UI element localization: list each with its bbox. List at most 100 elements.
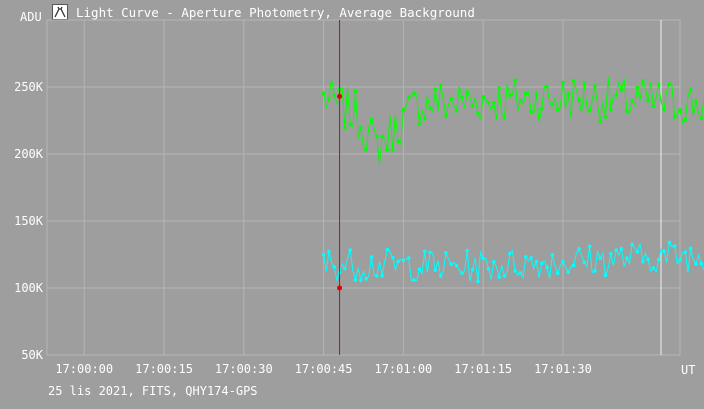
data-point xyxy=(470,104,475,108)
data-point xyxy=(534,259,539,264)
data-point xyxy=(369,255,374,259)
x-tick-label: 17:01:00 xyxy=(374,362,432,376)
data-point xyxy=(678,108,682,112)
data-point xyxy=(327,96,331,101)
data-point xyxy=(646,99,650,103)
data-point xyxy=(523,91,528,96)
data-point xyxy=(609,251,613,256)
data-point xyxy=(614,93,618,98)
data-point xyxy=(428,250,432,255)
data-point xyxy=(481,256,486,261)
footer-info: 25 lis 2021, FITS, QHY174-GPS xyxy=(48,384,258,398)
data-point xyxy=(577,98,581,102)
y-tick-label: 150K xyxy=(14,214,44,228)
data-point xyxy=(630,242,634,247)
series-cyan xyxy=(321,240,704,284)
data-point xyxy=(539,107,544,111)
data-point xyxy=(406,256,411,260)
y-axis-unit: ADU xyxy=(20,10,42,24)
x-axis-ticks: 17:00:00 17:00:15 17:00:30 17:00:45 17:01:00… xyxy=(55,362,592,376)
data-point xyxy=(593,269,597,273)
data-point xyxy=(502,274,507,278)
data-point xyxy=(545,84,549,89)
x-tick-label: 17:00:45 xyxy=(295,362,353,376)
data-point xyxy=(406,95,411,100)
y-tick-label: 250K xyxy=(14,80,44,94)
data-point xyxy=(481,95,486,99)
data-point xyxy=(529,256,533,260)
data-point xyxy=(694,99,698,103)
data-point xyxy=(635,250,640,254)
data-point xyxy=(502,115,507,120)
data-point xyxy=(656,257,661,262)
data-point xyxy=(566,92,571,96)
data-point xyxy=(662,107,666,112)
data-point xyxy=(465,248,470,253)
data-point xyxy=(492,260,496,264)
y-tick-label: 100K xyxy=(14,281,44,295)
data-point xyxy=(625,256,629,260)
data-point xyxy=(401,258,406,263)
data-point xyxy=(417,267,422,272)
data-point xyxy=(609,107,613,112)
data-point xyxy=(486,267,491,271)
data-point xyxy=(359,125,363,130)
data-point xyxy=(593,84,597,88)
data-point xyxy=(555,271,560,276)
cursor-marker xyxy=(337,93,343,99)
data-point xyxy=(523,255,528,259)
data-point xyxy=(449,262,454,267)
data-point xyxy=(348,122,353,127)
data-point xyxy=(688,246,693,251)
data-point xyxy=(587,109,592,113)
data-point xyxy=(513,269,517,273)
data-point xyxy=(454,109,459,113)
data-point xyxy=(332,93,337,97)
data-point xyxy=(672,115,677,119)
data-point xyxy=(561,260,565,264)
series-line xyxy=(323,76,704,165)
data-point xyxy=(343,266,347,271)
window-title-bar: Light Curve - Aperture Photometry, Avera… xyxy=(52,3,475,21)
data-point xyxy=(369,117,374,122)
data-point xyxy=(518,271,523,275)
data-point xyxy=(428,106,432,110)
data-point xyxy=(603,115,608,119)
data-point xyxy=(438,274,443,278)
data-point xyxy=(396,259,400,264)
data-point xyxy=(359,278,363,283)
data-point xyxy=(694,262,698,266)
data-point xyxy=(571,79,576,83)
data-point xyxy=(635,85,640,90)
data-point xyxy=(619,88,624,92)
data-point xyxy=(465,89,470,94)
data-point xyxy=(348,248,353,252)
data-point xyxy=(396,139,400,144)
x-tick-label: 17:00:00 xyxy=(55,362,113,376)
data-point xyxy=(683,117,688,122)
data-point xyxy=(385,147,390,152)
data-point xyxy=(625,109,629,113)
data-point xyxy=(375,134,379,139)
data-point xyxy=(651,266,656,270)
data-point xyxy=(619,246,624,251)
data-point xyxy=(391,148,395,153)
series-layer xyxy=(321,76,704,284)
data-point xyxy=(433,268,438,272)
data-point xyxy=(364,277,369,281)
data-point xyxy=(534,92,539,96)
data-point xyxy=(438,83,443,88)
data-point xyxy=(582,260,587,265)
data-point xyxy=(571,263,576,268)
data-point xyxy=(667,240,672,245)
x-axis-unit: UT xyxy=(681,363,696,377)
data-point xyxy=(513,78,517,82)
data-point xyxy=(476,279,480,284)
data-point xyxy=(380,273,384,278)
data-point xyxy=(688,87,693,91)
data-point xyxy=(449,96,454,101)
data-point xyxy=(603,273,608,278)
cursor-marker xyxy=(337,285,343,291)
time-cursor[interactable] xyxy=(337,20,343,355)
